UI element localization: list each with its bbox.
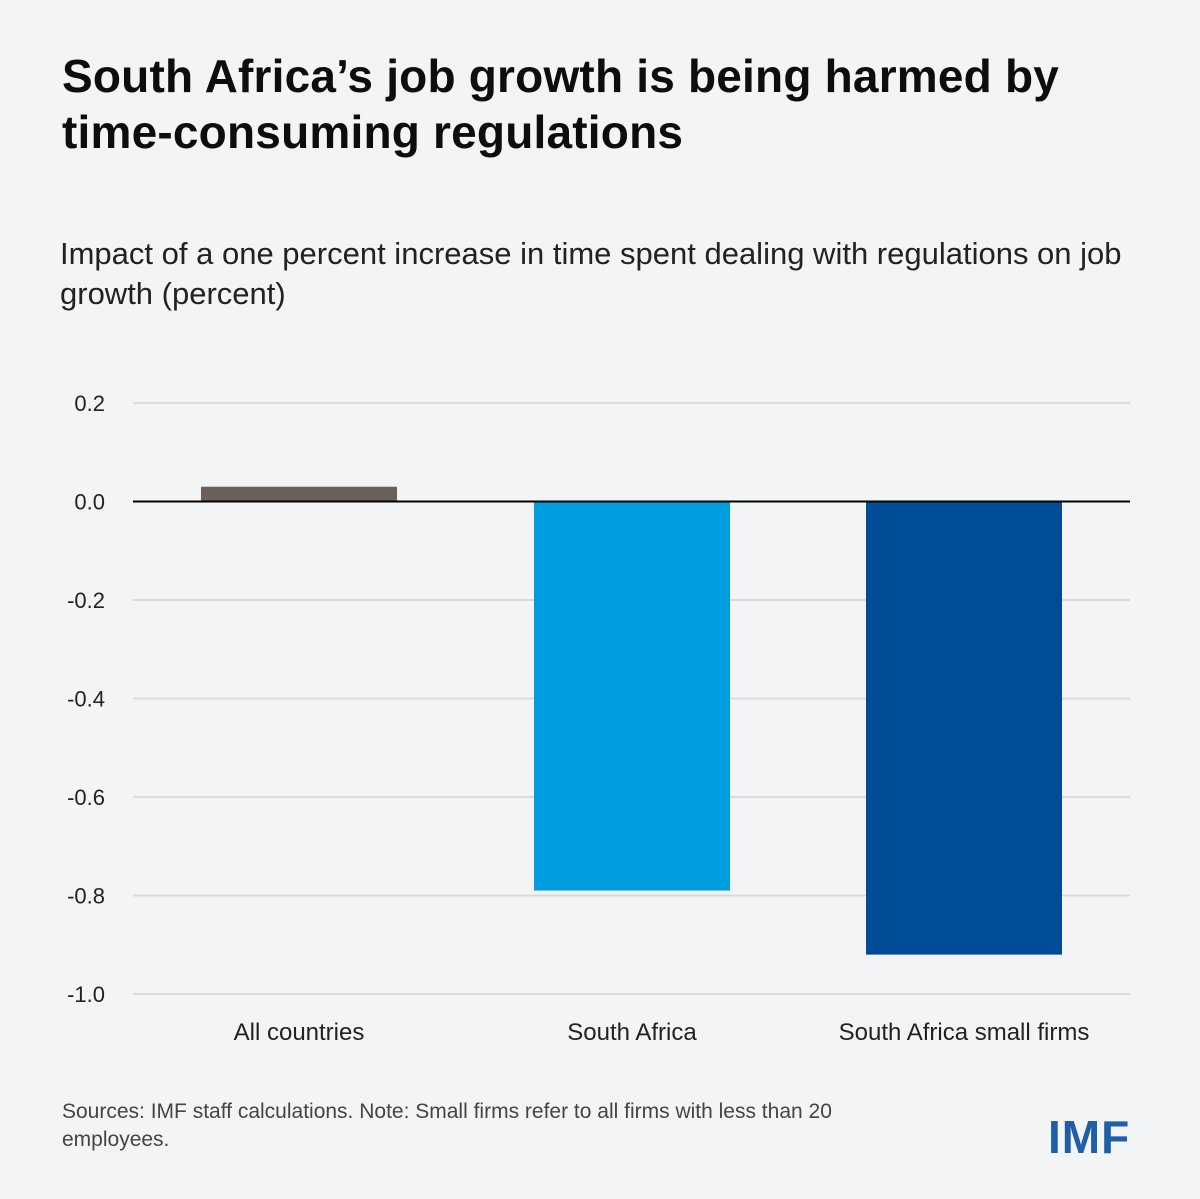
imf-logo: IMF: [1048, 1111, 1131, 1163]
bar-south-africa-small-firms: [866, 501, 1062, 955]
y-tick-label: -1.0: [67, 982, 105, 1007]
y-axis-tick-labels: 0.2 0.0 -0.2 -0.4 -0.6 -0.8 -1.0: [67, 391, 105, 1007]
y-tick-label: 0.0: [74, 490, 105, 515]
chart-title: South Africa’s job growth is being harme…: [62, 50, 1060, 158]
y-tick-label: -0.2: [67, 588, 105, 613]
bar-all-countries: [201, 486, 397, 502]
chart-subtitle: Impact of a one percent increase in time…: [60, 236, 1122, 311]
source-note: Sources: IMF staff calculations. Note: S…: [62, 1100, 832, 1151]
bar-south-africa: [534, 501, 730, 891]
x-tick-label: South Africa: [567, 1019, 697, 1046]
y-tick-label: 0.2: [74, 391, 105, 416]
x-axis-tick-labels: All countries South Africa South Africa sm…: [234, 1019, 1090, 1046]
y-tick-label: -0.4: [67, 687, 105, 712]
x-tick-label: South Africa small firms: [839, 1019, 1090, 1046]
y-tick-label: -0.8: [67, 884, 105, 909]
x-tick-label: All countries: [234, 1019, 365, 1046]
bars: [201, 486, 1062, 955]
y-tick-label: -0.6: [67, 785, 105, 810]
